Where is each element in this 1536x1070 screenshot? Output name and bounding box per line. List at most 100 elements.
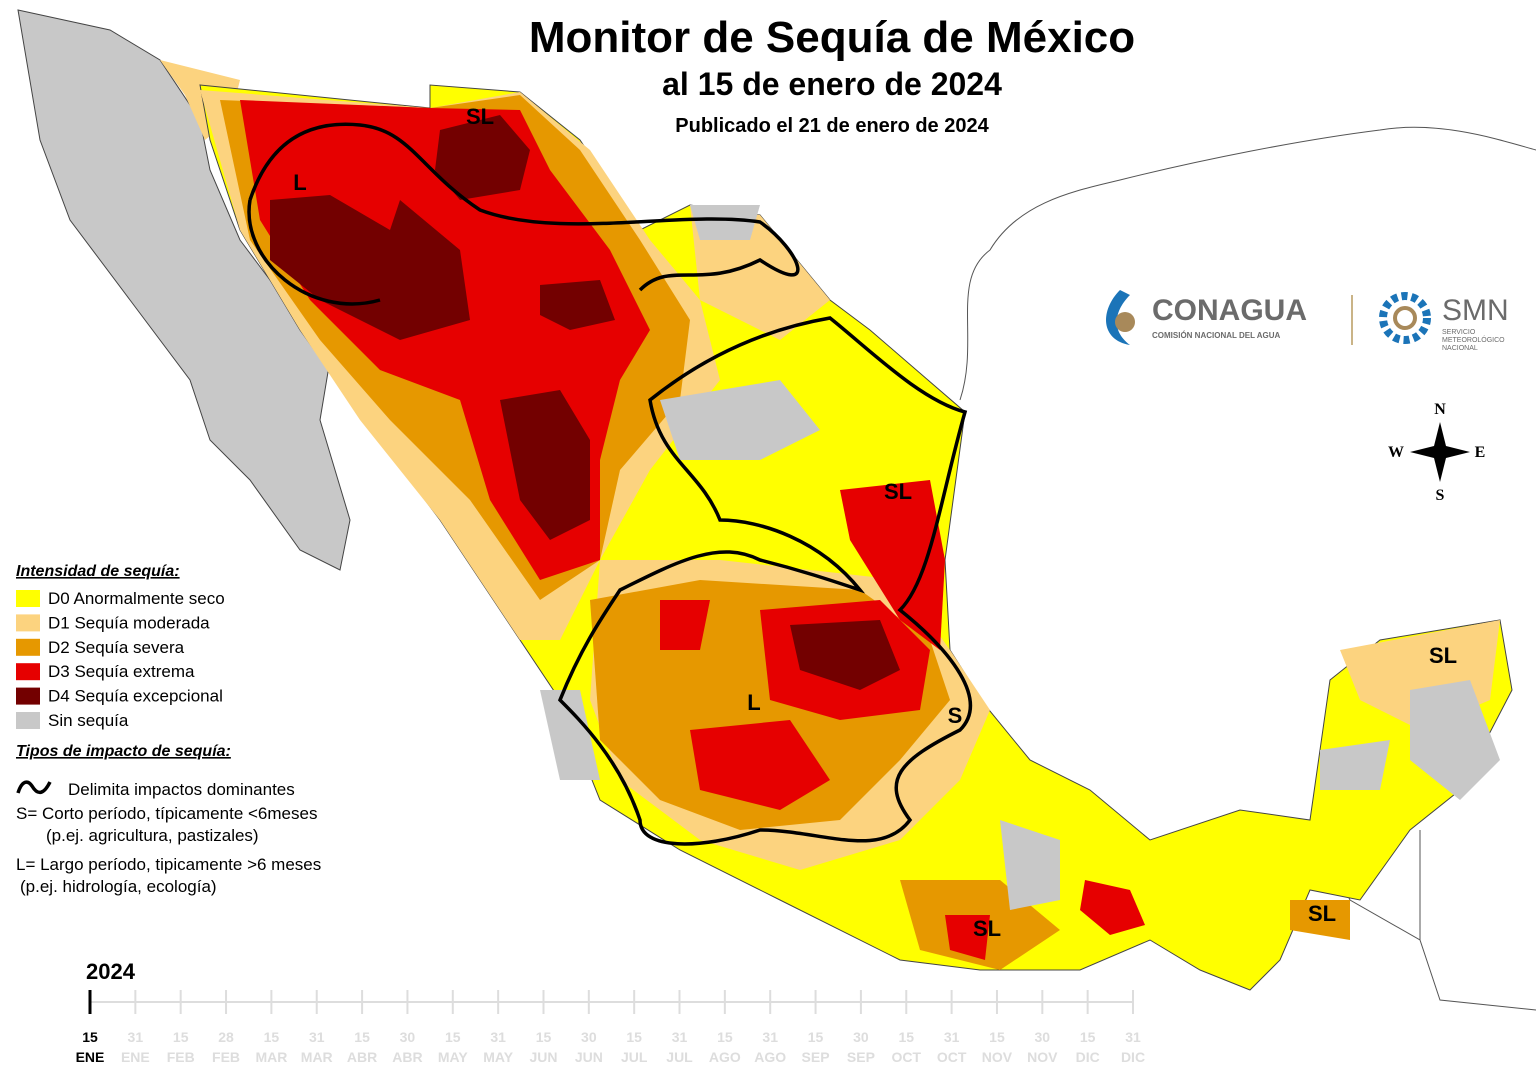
timeline-day: 31 [490,1029,506,1045]
compass-star [1410,422,1470,482]
drought-areas [200,90,1500,970]
timeline-day: 15 [264,1029,280,1045]
timeline-month: JUL [621,1049,648,1065]
compass-label: N [1434,401,1446,418]
timeline-month: MAY [483,1049,513,1065]
compass-label: S [1436,487,1445,504]
timeline-month: AGO [754,1049,786,1065]
timeline-month: FEB [167,1049,195,1065]
legend-text: S= Corto período, típicamente <6meses [16,804,317,823]
impact-boundaries [247,122,972,846]
map-label: L [747,690,760,715]
legend: Intensidad de sequía: Tipos de impacto d… [16,563,321,896]
timeline-month: DIC [1076,1049,1100,1065]
map-label: SL [466,104,494,129]
timeline-month: SEP [802,1049,830,1065]
timeline-month: JUL [666,1049,693,1065]
timeline-day: 31 [1125,1029,1141,1045]
timeline-day: 31 [309,1029,325,1045]
logo-text: NACIONAL [1442,345,1478,352]
legend-title: Tipos de impacto de sequía: [16,743,231,760]
smn-icon [1393,306,1417,330]
legend-title: Intensidad de sequía: [16,563,180,580]
map-label: SL [973,916,1001,941]
timeline-month: JUN [575,1049,603,1065]
legend-label: D0 Anormalmente seco [48,589,225,608]
timeline-day: 15 [626,1029,642,1045]
timeline-month: MAR [255,1049,287,1065]
compass-label: E [1475,444,1486,461]
legend-label: Sin sequía [48,711,129,730]
timeline-day: 30 [581,1029,597,1045]
map-label: SL [1429,643,1457,668]
timeline-month: NOV [982,1049,1013,1065]
smn-icon [1379,292,1431,344]
published-date: Publicado el 21 de enero de 2024 [675,115,989,137]
timeline-month: ABR [347,1049,377,1065]
timeline-day: 15 [1080,1029,1096,1045]
legend-text: L= Largo período, tipicamente >6 meses [16,855,321,874]
timeline-day: 15 [808,1029,824,1045]
timeline-day: 15 [445,1029,461,1045]
map-label: S [948,703,963,728]
timeline-day: 15 [173,1029,189,1045]
timeline-day: 30 [400,1029,416,1045]
timeline-month: OCT [891,1049,921,1065]
map-label: SL [884,479,912,504]
compass-rose: N S E W [1388,401,1485,504]
impact-line-sample [16,780,52,795]
legend-swatch [16,687,40,705]
timeline-day: 31 [762,1029,778,1045]
conagua-icon [1106,290,1130,345]
map-label: SL [1308,901,1336,926]
timeline-month: MAR [301,1049,333,1065]
timeline-month: ENE [76,1049,105,1065]
timeline-day: 31 [672,1029,688,1045]
timeline-day: 15 [989,1029,1005,1045]
map-label: SL [1308,901,1336,926]
legend-swatch [16,614,40,632]
timeline-month: DIC [1121,1049,1145,1065]
timeline-day: 31 [128,1029,144,1045]
timeline-day: 15 [717,1029,733,1045]
timeline-month: AGO [709,1049,741,1065]
timeline-month: ABR [392,1049,422,1065]
legend-swatch [16,663,40,681]
legend-swatch [16,712,40,729]
logo-text: CONAGUA [1152,294,1307,327]
timeline-day: 30 [853,1029,869,1045]
timeline-month: SEP [847,1049,875,1065]
legend-swatch [16,590,40,607]
compass-label: W [1388,444,1404,461]
legend-text: Delimita impactos dominantes [68,780,295,799]
legend-label: D3 Sequía extrema [48,662,195,681]
logo-text: SERVICIO [1442,329,1476,336]
timeline: 2024 15 ENE 31 ENE 15 FEB 28 FEB 15 MAR 31 MAR 15 ABR… [76,959,1145,1065]
timeline-month: JUN [529,1049,557,1065]
timeline-day: 15 [354,1029,370,1045]
timeline-day: 15 [82,1029,98,1045]
title: Monitor de Sequía de México [529,13,1135,62]
timeline-year: 2024 [86,959,136,984]
timeline-month: FEB [212,1049,240,1065]
logo-text: METEOROLÓGICO [1442,335,1505,344]
timeline-month: MAY [438,1049,468,1065]
subtitle: al 15 de enero de 2024 [662,66,1002,102]
conagua-logo: CONAGUA COMISIÓN NACIONAL DEL AGUA SMN S… [1106,290,1509,352]
legend-text: (p.ej. agricultura, pastizales) [46,826,259,845]
legend-label: D4 Sequía excepcional [48,687,223,706]
timeline-day: 15 [536,1029,552,1045]
timeline-day: 31 [944,1029,960,1045]
timeline-month: OCT [937,1049,967,1065]
legend-label: D2 Sequía severa [48,638,185,657]
legend-swatch [16,638,40,656]
timeline-month: NOV [1027,1049,1058,1065]
legend-text: (p.ej. hidrología, ecología) [20,877,217,896]
timeline-day: 30 [1035,1029,1051,1045]
conagua-icon [1115,312,1135,332]
timeline-month: ENE [121,1049,150,1065]
logo-text: COMISIÓN NACIONAL DEL AGUA [1152,331,1281,340]
timeline-day: 15 [898,1029,914,1045]
